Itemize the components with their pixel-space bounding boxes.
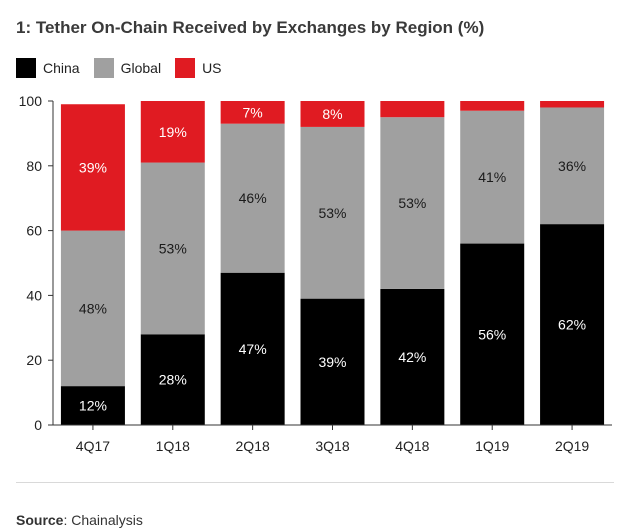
bar-us-2q18 [220,101,285,124]
data-label: 36% [558,158,586,174]
data-label: 46% [239,190,267,206]
source-label: Source [16,512,64,528]
bar-china-4q17 [60,386,125,425]
bar-china-2q18 [220,272,285,425]
legend-label-us: US [202,60,222,76]
data-label: 53% [159,240,187,256]
bar-global-2q19 [540,107,605,225]
y-tick-label: 20 [26,352,42,368]
data-label: 41% [478,169,506,185]
source-text: : Chainalysis [63,512,143,528]
bar-global-4q18 [380,117,445,289]
bar-us-1q18 [140,101,205,163]
x-tick-label: 4Q18 [395,438,429,454]
legend-item-china: China [16,58,80,78]
bar-global-1q19 [460,110,525,244]
data-label: 53% [318,205,346,221]
data-label: 53% [398,195,426,211]
data-label: 47% [239,341,267,357]
bar-us-3q18 [300,101,365,127]
legend-label-global: Global [120,60,162,76]
footer-divider [16,482,614,483]
y-tick-label: 100 [19,93,43,109]
source-note: Source: Chainalysis [16,512,143,528]
data-label: 42% [398,349,426,365]
bar-us-4q18 [380,101,445,118]
bar-global-1q18 [140,162,205,335]
bar-global-4q17 [60,230,125,387]
x-tick-label: 1Q19 [475,438,509,454]
data-label: 19% [159,124,187,140]
data-label: 62% [558,317,586,333]
data-label: 39% [318,354,346,370]
bar-china-4q18 [380,288,445,425]
data-label: 8% [322,106,342,122]
data-label: 12% [79,398,107,414]
legend-swatch-us [175,58,196,78]
y-tick-label: 40 [26,287,42,303]
bar-global-3q18 [300,126,365,299]
y-tick-label: 0 [34,417,42,433]
bar-us-2q19 [540,101,605,108]
x-tick-label: 3Q18 [315,438,349,454]
bar-global-2q18 [220,123,285,273]
data-label: 39% [79,159,107,175]
data-label: 48% [79,300,107,316]
x-tick-label: 1Q18 [156,438,190,454]
bar-china-3q18 [300,298,365,425]
data-label: 28% [159,372,187,388]
bar-china-2q19 [540,224,605,425]
legend-swatch-global [93,58,114,78]
data-label: 7% [243,104,263,120]
x-tick-label: 4Q17 [76,438,110,454]
bar-us-4q17 [60,104,125,231]
stacked-bar-chart: 0 20 40 60 80 100 12% 48% 39% 4Q17 28% 53% 19% 1Q18 47… [19,93,612,454]
legend-item-global: Global [93,58,162,78]
x-tick-label: 2Q18 [236,438,270,454]
bar-china-1q19 [460,243,525,425]
legend: China Global US [16,57,236,79]
chart-title: 1: Tether On-Chain Received by Exchanges… [16,18,485,37]
y-tick-label: 80 [26,158,42,174]
legend-swatch-china [16,58,36,78]
y-tick-label: 60 [26,223,42,239]
bar-us-1q19 [460,101,525,111]
legend-label-china: China [43,60,80,76]
legend-item-us: US [175,58,222,78]
bar-china-1q18 [140,334,205,425]
data-label: 56% [478,326,506,342]
x-tick-label: 2Q19 [555,438,589,454]
